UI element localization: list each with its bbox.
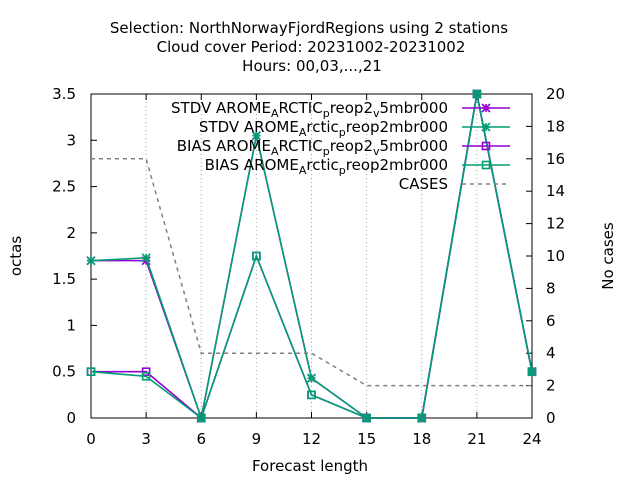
data-point — [527, 367, 537, 377]
y-tick-label: 0 — [66, 409, 76, 427]
data-point — [141, 372, 151, 381]
data-point — [307, 390, 316, 400]
y-tick-label: 0.5 — [52, 363, 76, 381]
data-point — [481, 103, 491, 113]
legend-label: CASES — [399, 175, 448, 193]
legend-label: BIAS AROMEArcticpreop2mbr000 — [205, 156, 448, 177]
legend-label: BIAS AROMEARCTICpreop2v5mbr000 — [177, 137, 448, 158]
data-point — [417, 413, 427, 423]
y2-tick-label: 12 — [546, 215, 565, 233]
data-point — [481, 122, 491, 132]
y-tick-label: 2 — [66, 224, 76, 242]
x-tick-label: 6 — [196, 430, 206, 448]
series-lines — [86, 89, 537, 423]
title-line-3: Hours: 00,03,...,21 — [242, 57, 382, 75]
data-point — [141, 253, 151, 263]
y-tick-label: 1.5 — [52, 270, 76, 288]
y2-tick-label: 2 — [546, 377, 556, 395]
data-point — [86, 367, 96, 377]
data-point — [196, 413, 206, 423]
y2-tick-label: 18 — [546, 117, 565, 135]
data-point — [362, 413, 371, 423]
x-tick-label: 0 — [86, 430, 96, 448]
data-point — [252, 251, 261, 261]
data-point — [481, 160, 491, 170]
x-tick-label: 9 — [252, 430, 262, 448]
data-point — [141, 367, 151, 377]
y2-tick-label: 8 — [546, 279, 556, 297]
y-tick-label: 2.5 — [52, 178, 76, 196]
chart-title: Selection: NorthNorwayFjordRegions using… — [110, 19, 508, 75]
x-tick-label: 12 — [302, 430, 321, 448]
y2-tick-label: 20 — [546, 85, 565, 103]
series-line — [90, 93, 533, 420]
y2-tick-label: 10 — [546, 247, 565, 265]
x-tick-label: 18 — [412, 430, 431, 448]
y2-tick-label: 6 — [546, 312, 556, 330]
y2-tick-label: 16 — [546, 150, 565, 168]
data-point — [306, 373, 317, 383]
data-point — [251, 131, 261, 141]
y2-axis-label: No cases — [599, 222, 617, 290]
data-point — [86, 256, 96, 266]
x-tick-label: 15 — [357, 430, 376, 448]
legend-label: STDV AROMEARCTICpreop2v5mbr000 — [171, 99, 448, 120]
x-axis-label: Forecast length — [252, 457, 368, 475]
y-axis-label: octas — [7, 236, 25, 276]
y2-tick-label: 4 — [546, 344, 556, 362]
series-line — [91, 158, 532, 387]
data-point — [481, 141, 491, 151]
y-tick-label: 3.5 — [52, 85, 76, 103]
x-tick-label: 3 — [141, 430, 151, 448]
data-point — [472, 89, 482, 99]
x-tick-label: 24 — [522, 430, 541, 448]
y2-tick-label: 0 — [546, 409, 556, 427]
x-tick-label: 21 — [467, 430, 486, 448]
legend-label: STDV AROMEArcticpreop2mbr000 — [199, 118, 448, 139]
y-tick-label: 3 — [66, 131, 76, 149]
y-tick-label: 1 — [66, 316, 76, 334]
title-line-2: Cloud cover Period: 20231002-20231002 — [157, 38, 466, 56]
title-line-1: Selection: NorthNorwayFjordRegions using… — [110, 19, 508, 37]
y2-tick-label: 14 — [546, 182, 565, 200]
